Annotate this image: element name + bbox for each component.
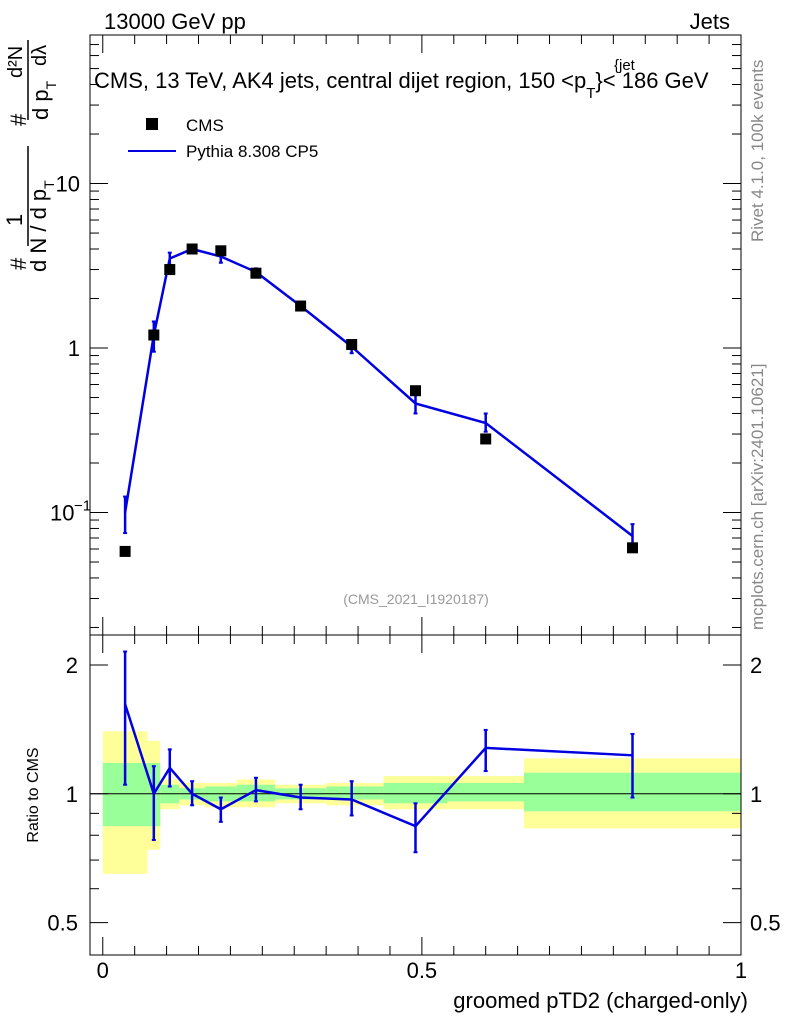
cms-data-point (295, 300, 307, 312)
ylabel-dn-dpt: d N / d p (26, 189, 51, 272)
ylabel-t-1: T (41, 180, 57, 189)
ratio-band-green (447, 782, 524, 802)
ylabel-dl: dλ (29, 45, 51, 66)
cms-data-point (480, 433, 492, 445)
xtick-label: 0.5 (407, 958, 438, 983)
cms-data-point (250, 267, 262, 279)
ylabel-dpt: d p (28, 89, 53, 120)
ratio-bands (102, 731, 741, 874)
ylabel-hash-2: # (6, 113, 31, 126)
cms-data-point (215, 245, 227, 257)
xlabel: groomed pTD2 (charged-only) (453, 988, 748, 1013)
ylabel-hash-1: # (6, 257, 31, 270)
main-ylabel: # 1 d N / d pT # d²N d pT dλ (2, 40, 59, 272)
cms-data-point (410, 385, 421, 397)
main-ytick-label: 1 (68, 336, 80, 361)
title-prefix: CMS, 13 TeV, AK4 jets, central dijet reg… (94, 68, 586, 93)
legend: CMS Pythia 8.308 CP5 (128, 116, 318, 161)
ratio-ytick-label-right: 2 (750, 653, 762, 678)
main-ytick-label: 10 (56, 172, 80, 197)
cms-data-point (627, 542, 638, 554)
cms-data-point (346, 339, 358, 351)
cms-data-point (186, 243, 198, 255)
ratio-ytick-label-left: 0.5 (47, 911, 78, 936)
ratio-ytick-label-right: 0.5 (750, 911, 781, 936)
cms-data-point (164, 264, 176, 276)
svg-text:d N / d pT: d N / d pT (26, 180, 57, 272)
ylabel-one: 1 (2, 214, 27, 226)
ratio-ytick-label-left: 2 (66, 653, 78, 678)
ratio-band-green (383, 782, 448, 804)
energy-label: 13000 GeV pp (104, 9, 246, 34)
cms-data-point (119, 545, 131, 557)
ylabel-d2n: d²N (5, 46, 27, 78)
legend-marker-cms (146, 118, 158, 130)
plot-title: CMS, 13 TeV, AK4 jets, central dijet reg… (94, 57, 709, 102)
ratio-frame (89, 634, 742, 956)
svg-text:d pT: d pT (28, 80, 59, 120)
analysis-watermark: (CMS_2021_I1920187) (343, 591, 489, 607)
svg-text:CMS, 13 TeV, AK4 jets, central: CMS, 13 TeV, AK4 jets, central dijet reg… (94, 68, 709, 102)
ratio-band-green (326, 786, 384, 800)
legend-label-pythia: Pythia 8.308 CP5 (186, 142, 318, 161)
mcplots-label: mcplots.cern.ch [arXiv:2401.10621] (748, 364, 767, 630)
ratio-panel: 0.5 0.51 12 20 0.5 1 Ratio to CMS groomed pTD… (25, 634, 781, 1013)
xtick-label: 0 (97, 958, 109, 983)
cms-data-point (148, 329, 160, 341)
xtick-label: 1 (735, 958, 747, 983)
ylabel-t-2: T (43, 80, 59, 89)
pythia-line (123, 247, 634, 537)
rivet-version-label: Rivet 4.1.0, 100k events (748, 60, 767, 242)
ratio-ytick-label-left: 1 (66, 782, 78, 807)
ratio-ytick-label-right: 1 (750, 782, 762, 807)
main-plot-marks (119, 243, 638, 557)
legend-label-cms: CMS (186, 116, 224, 135)
ratio-ylabel: Ratio to CMS (25, 747, 42, 842)
ratio-plot-marks (123, 650, 635, 854)
category-label: Jets (690, 9, 730, 34)
main-ytick-label-exp: −1 (74, 498, 91, 515)
ratio-ticks: 0.5 0.51 12 20 0.5 1 (47, 635, 781, 983)
title-suffix: }< 186 GeV (595, 68, 708, 93)
title-sup: {jet (614, 57, 636, 74)
title-sub: T (586, 85, 595, 102)
main-ytick-label: 10 (50, 501, 74, 526)
